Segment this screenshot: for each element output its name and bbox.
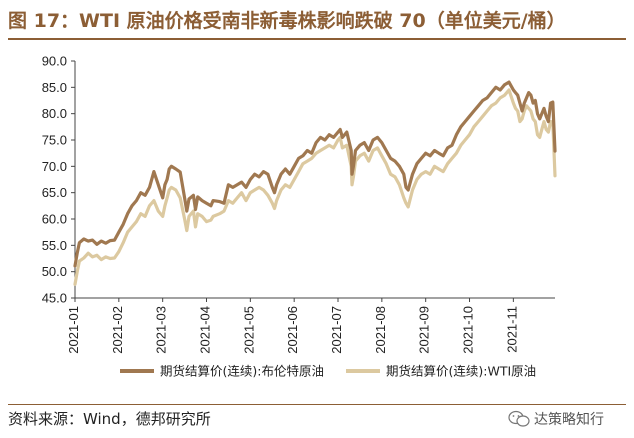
x-tick-label: 2021-02 [110,306,125,354]
x-tick-label: 2021-06 [285,306,300,354]
x-tick-label: 2021-11 [504,306,519,353]
y-tick-label: 70.0 [42,159,67,174]
watermark-text: 达策略知行 [534,412,604,428]
y-tick-label: 75.0 [42,133,67,148]
wti-legend-label: 期货结算价(连续):WTI原油 [386,364,536,379]
source-rule [8,404,626,405]
watermark: 达策略知行 [508,406,628,432]
wti-line [73,88,557,286]
x-tick-label: 2021-05 [241,306,256,354]
x-tick-label: 2021-09 [417,306,432,354]
y-tick-label: 90.0 [42,54,67,69]
brent-line [73,80,557,268]
y-tick-label: 50.0 [42,264,67,279]
title-rule [8,38,626,40]
x-tick-label: 2021-04 [198,306,213,354]
y-tick-label: 65.0 [42,185,67,200]
x-tick-label: 2021-03 [154,306,169,354]
figure-title: 图 17：WTI 原油价格受南非新毒株影响跌破 70（单位美元/桶） [8,10,566,32]
x-tick-label: 2021-07 [329,306,344,354]
x-tick-label: 2021-08 [373,306,388,354]
y-tick-label: 55.0 [42,238,67,253]
wechat-icon [508,410,530,427]
x-tick-label: 2021-10 [461,306,476,354]
y-tick-label: 60.0 [42,212,67,227]
y-tick-label: 80.0 [42,106,67,121]
x-tick-label: 2021-01 [66,306,81,354]
line-chart: 90.0 85.0 80.0 75.0 70.0 65.0 60.0 55.0 50.0 45.0… [42,54,557,379]
source-note: 资料来源：Wind，德邦研究所 [8,410,211,428]
y-tick-label: 85.0 [42,80,67,95]
y-tick-label: 45.0 [42,291,67,306]
brent-legend-label: 期货结算价(连续):布伦特原油 [160,364,324,379]
